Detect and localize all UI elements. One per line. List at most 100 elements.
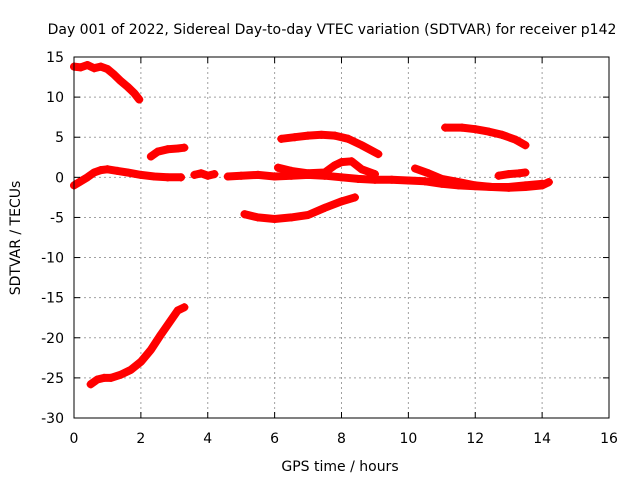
data-point <box>163 145 172 154</box>
data-point <box>317 130 326 139</box>
x-tick-label: 12 <box>466 431 484 447</box>
data-point <box>136 357 145 366</box>
data-point <box>90 168 99 177</box>
data-point <box>163 173 172 182</box>
data-point <box>106 373 115 382</box>
data-point <box>441 123 450 132</box>
y-tick-labels: 15 10 5 0 -5 -10 -15 -20 -25 -30 <box>41 50 64 427</box>
y-tick-label: -30 <box>41 411 64 427</box>
data-point <box>166 316 175 325</box>
data-point <box>504 170 513 179</box>
data-point <box>253 213 262 222</box>
data-point <box>123 168 132 177</box>
data-point <box>287 213 296 222</box>
series-line <box>441 123 530 150</box>
y-tick-label: -15 <box>41 291 64 307</box>
x-axis-label: GPS time / hours <box>281 459 398 475</box>
data-point <box>544 178 553 187</box>
y-tick-label: 15 <box>46 50 64 66</box>
data-point <box>240 210 249 219</box>
data-point <box>76 63 85 72</box>
data-point <box>197 169 206 178</box>
data-point <box>538 181 547 190</box>
data-point <box>103 165 112 174</box>
data-point <box>521 141 530 150</box>
x-tick-label: 6 <box>270 431 279 447</box>
axis-ticks <box>73 56 610 419</box>
data-point <box>304 211 313 220</box>
x-tick-label: 10 <box>399 431 417 447</box>
data-point <box>337 197 346 206</box>
y-tick-label: 0 <box>55 170 64 186</box>
data-point <box>93 375 102 384</box>
data-point <box>237 171 246 180</box>
data-point <box>203 171 212 180</box>
data-point <box>471 125 480 134</box>
data-point <box>344 134 353 143</box>
data-point <box>173 144 182 153</box>
data-point <box>173 306 182 315</box>
data-series <box>277 130 383 159</box>
data-point <box>504 183 513 192</box>
data-point <box>130 89 139 98</box>
data-point <box>457 123 466 132</box>
data-point <box>290 133 299 142</box>
data-point <box>86 380 95 389</box>
data-point <box>177 173 185 182</box>
data-point <box>514 169 523 178</box>
data-point <box>387 175 396 184</box>
data-point <box>471 181 480 190</box>
data-point <box>357 141 366 150</box>
x-tick-label: 14 <box>533 431 551 447</box>
data-point <box>76 177 85 186</box>
data-point <box>96 166 105 175</box>
data-point <box>103 65 112 74</box>
data-point <box>146 152 155 161</box>
data-point <box>424 169 433 178</box>
data-point <box>90 64 99 73</box>
data-point <box>287 166 296 175</box>
y-tick-label: -25 <box>41 371 64 387</box>
data-series <box>146 143 189 161</box>
data-series <box>240 193 359 224</box>
data-point <box>320 168 329 177</box>
data-point <box>156 330 165 339</box>
data-point <box>421 177 430 186</box>
data-point <box>270 215 279 224</box>
data-point <box>330 131 339 140</box>
data-point <box>320 203 329 212</box>
data-point <box>210 170 219 179</box>
data-point <box>347 157 356 166</box>
chart-title: Day 001 of 2022, Sidereal Day-to-day VTE… <box>48 22 617 38</box>
data-point <box>253 170 262 179</box>
y-tick-label: -20 <box>41 331 64 347</box>
data-point <box>123 82 132 91</box>
data-point <box>277 134 286 143</box>
data-point <box>487 182 496 191</box>
x-tick-label: 8 <box>337 431 346 447</box>
data-point <box>411 164 420 173</box>
data-point <box>304 169 313 178</box>
data-point <box>354 174 363 183</box>
data-point <box>304 131 313 140</box>
data-series <box>86 303 189 389</box>
data-point <box>146 345 155 354</box>
y-tick-label: 10 <box>46 90 64 106</box>
data-point <box>223 172 232 181</box>
grid <box>74 57 609 418</box>
series-line <box>411 164 553 192</box>
data-point <box>96 62 105 71</box>
data-point <box>270 172 279 181</box>
data-point <box>180 143 189 152</box>
data-point <box>521 182 530 191</box>
data-point <box>110 70 119 79</box>
data-point <box>136 170 145 179</box>
data-point <box>498 130 506 139</box>
data-point <box>273 163 282 172</box>
data-point <box>330 161 339 170</box>
data-point <box>150 172 159 181</box>
data-point <box>180 303 189 312</box>
data-point <box>357 165 366 174</box>
data-point <box>404 176 413 185</box>
